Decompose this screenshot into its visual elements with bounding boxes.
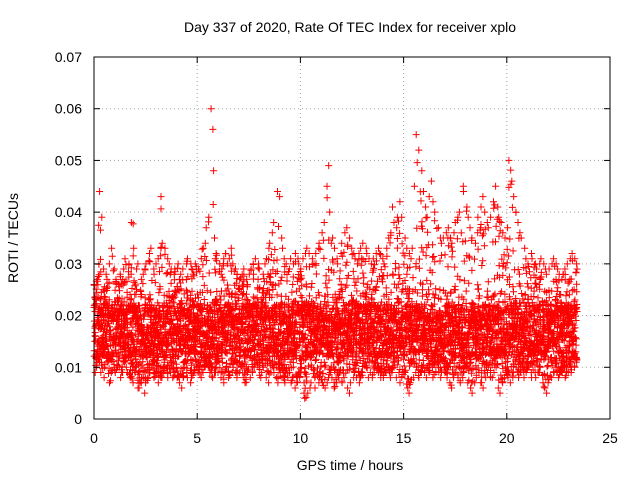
x-tick-label: 5 <box>193 430 201 446</box>
y-axis-label: ROTI / TECUs <box>5 193 21 283</box>
plot-frame <box>93 56 611 420</box>
y-tick-label: 0 <box>74 411 82 427</box>
x-tick-label: 10 <box>293 430 309 446</box>
y-tick-label: 0.05 <box>55 152 82 168</box>
y-tick-label: 0.02 <box>55 308 82 324</box>
y-tick-label: 0.01 <box>55 359 82 375</box>
y-tick-label: 0.04 <box>55 204 82 220</box>
x-tick-label: 15 <box>396 430 412 446</box>
x-tick-label: 20 <box>499 430 515 446</box>
y-tick-label: 0.06 <box>55 101 82 117</box>
y-tick-label: 0.03 <box>55 256 82 272</box>
x-tick-label: 25 <box>602 430 618 446</box>
x-axis-label: GPS time / hours <box>297 457 404 473</box>
axis-ticks: 0 5 10 15 20 25 0 0.01 0.02 0.03 0.04 0.05 0.06 0.07 <box>55 49 618 446</box>
y-tick-label: 0.07 <box>55 49 82 65</box>
chart-title: Day 337 of 2020, Rate Of TEC Index for r… <box>184 19 516 35</box>
x-tick-label: 0 <box>90 430 98 446</box>
